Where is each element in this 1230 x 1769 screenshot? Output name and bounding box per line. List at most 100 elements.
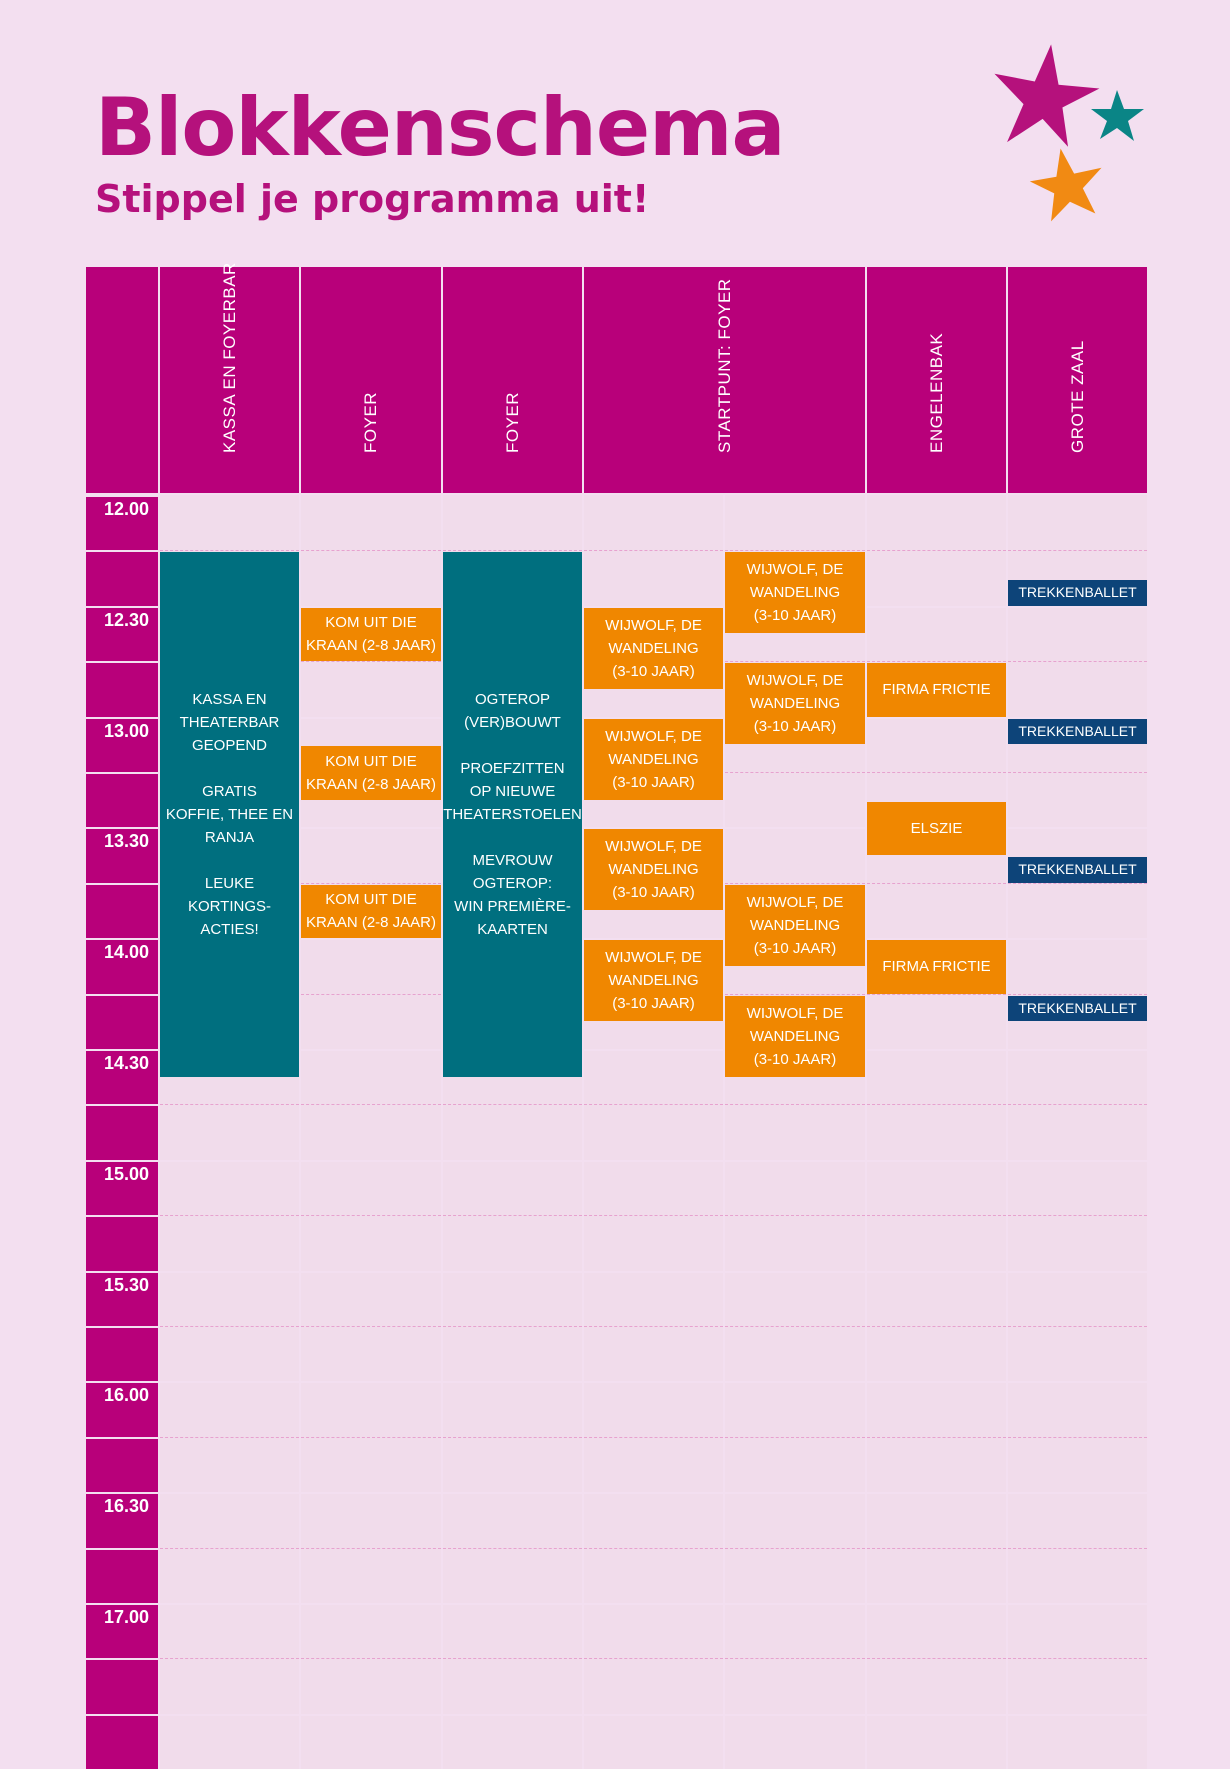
column-header-grotezaal: GROTE ZAAL bbox=[1008, 267, 1147, 493]
time-cell: 15.30 bbox=[86, 1272, 158, 1326]
grid-quarter-line bbox=[725, 550, 865, 552]
grid-quarter-line bbox=[301, 993, 441, 995]
time-cell bbox=[86, 1660, 158, 1714]
grid-quarter-line bbox=[867, 1547, 1006, 1549]
column-header-label: KASSA EN FOYERBAR bbox=[219, 262, 239, 453]
grid-quarter-line bbox=[160, 1658, 299, 1660]
star-icon bbox=[994, 44, 1100, 147]
grid-quarter-line bbox=[443, 1547, 582, 1549]
column-header-label: GROTE ZAAL bbox=[1067, 340, 1087, 453]
event-block[interactable]: FIRMA FRICTIE bbox=[867, 663, 1006, 717]
grid-quarter-line bbox=[443, 1436, 582, 1438]
event-block[interactable]: WIJWOLF, DE WANDELING (3-10 JAAR) bbox=[725, 884, 865, 966]
event-block[interactable]: KASSA EN THEATERBAR GEOPEND GRATIS KOFFI… bbox=[160, 552, 299, 1077]
grid-quarter-line bbox=[867, 550, 1006, 552]
grid-quarter-line bbox=[1008, 661, 1147, 663]
grid-quarter-line bbox=[725, 1326, 865, 1327]
grid-cell bbox=[867, 1161, 1006, 1271]
event-block[interactable]: OGTEROP (VER)BOUWT PROEFZITTEN OP NIEUWE… bbox=[443, 552, 582, 1077]
grid-quarter-line bbox=[867, 882, 1006, 884]
grid-quarter-line bbox=[725, 1215, 865, 1217]
grid-cell bbox=[867, 1715, 1006, 1769]
grid-cell bbox=[725, 1605, 865, 1714]
column-header-foyer2: FOYER bbox=[443, 267, 582, 493]
grid-cell bbox=[584, 1605, 723, 1714]
time-cell bbox=[86, 884, 158, 939]
time-label: 17.00 bbox=[104, 1607, 150, 1627]
event-block[interactable]: WIJWOLF, DE WANDELING (3-10 JAAR) bbox=[725, 995, 865, 1077]
grid-quarter-line bbox=[301, 1326, 441, 1327]
event-block[interactable]: WIJWOLF, DE WANDELING (3-10 JAAR) bbox=[584, 607, 723, 689]
time-cell: 16.30 bbox=[86, 1494, 158, 1548]
event-block[interactable]: KOM UIT DIE KRAAN (2-8 JAAR) bbox=[301, 884, 441, 939]
grid-quarter-line bbox=[1008, 1547, 1147, 1549]
grid-quarter-line bbox=[443, 1104, 582, 1106]
grid-quarter-line bbox=[584, 1547, 723, 1549]
time-cell bbox=[86, 774, 158, 828]
column-header-label: FOYER bbox=[502, 391, 522, 453]
grid-cell bbox=[1008, 607, 1147, 717]
grid-quarter-line bbox=[584, 1215, 723, 1217]
event-block[interactable]: WIJWOLF, DE WANDELING (3-10 JAAR) bbox=[584, 940, 723, 1022]
time-label: 14.30 bbox=[104, 1053, 150, 1073]
grid-quarter-line bbox=[1008, 1215, 1147, 1217]
time-cell: 15.00 bbox=[86, 1161, 158, 1216]
event-block[interactable]: WIJWOLF, DE WANDELING (3-10 JAAR) bbox=[725, 552, 865, 634]
time-label: 15.30 bbox=[104, 1274, 150, 1295]
grid-quarter-line bbox=[443, 1215, 582, 1217]
time-cell: 13.30 bbox=[86, 829, 158, 883]
grid-quarter-line bbox=[1008, 1436, 1147, 1438]
grid-quarter-line bbox=[160, 1104, 299, 1106]
event-block[interactable]: TREKKENBALLET bbox=[1008, 580, 1147, 606]
grid-cell bbox=[160, 1605, 299, 1714]
event-block[interactable]: TREKKENBALLET bbox=[1008, 857, 1147, 883]
event-block[interactable]: WIJWOLF, DE WANDELING (3-10 JAAR) bbox=[725, 663, 865, 745]
grid-quarter-line bbox=[443, 1326, 582, 1327]
time-cell bbox=[86, 1328, 158, 1382]
grid-cell bbox=[725, 1715, 865, 1769]
event-block[interactable]: WIJWOLF, DE WANDELING (3-10 JAAR) bbox=[584, 829, 723, 911]
time-label: 14.00 bbox=[104, 942, 150, 963]
grid-quarter-line bbox=[867, 1104, 1006, 1106]
grid-quarter-line bbox=[1008, 1104, 1147, 1106]
grid-quarter-line bbox=[301, 1658, 441, 1660]
column-header-label: ENGELENBAK bbox=[926, 332, 946, 453]
page-subtitle: Stippel je programma uit! bbox=[95, 177, 650, 221]
grid-quarter-line bbox=[725, 772, 865, 773]
grid-quarter-line bbox=[867, 661, 1006, 663]
grid-cell bbox=[725, 1161, 865, 1271]
star-icon bbox=[1091, 90, 1144, 141]
page-title: Blokkenschema bbox=[95, 81, 785, 174]
event-block[interactable]: ELSZIE bbox=[867, 801, 1006, 856]
event-block[interactable]: TREKKENBALLET bbox=[1008, 718, 1147, 745]
time-label: 16.00 bbox=[104, 1385, 150, 1406]
time-cell: 14.00 bbox=[86, 940, 158, 994]
column-header-label: STARTPUNT: FOYER bbox=[714, 278, 734, 453]
time-cell bbox=[86, 663, 158, 717]
grid-quarter-line bbox=[584, 1658, 723, 1660]
time-cell bbox=[86, 552, 158, 606]
event-block[interactable]: KOM UIT DIE KRAAN (2-8 JAAR) bbox=[301, 607, 441, 662]
event-block[interactable]: WIJWOLF, DE WANDELING (3-10 JAAR) bbox=[584, 718, 723, 800]
grid-quarter-line bbox=[301, 1547, 441, 1549]
grid-cell bbox=[160, 1715, 299, 1769]
event-block[interactable]: FIRMA FRICTIE bbox=[867, 940, 1006, 994]
event-block[interactable]: KOM UIT DIE KRAAN (2-8 JAAR) bbox=[301, 746, 441, 800]
grid-cell bbox=[301, 1051, 441, 1160]
grid-cell bbox=[443, 1161, 582, 1271]
grid-quarter-line bbox=[584, 1104, 723, 1106]
grid-quarter-line bbox=[867, 993, 1006, 995]
grid-quarter-line bbox=[301, 550, 441, 552]
time-cell bbox=[86, 1217, 158, 1271]
time-cell: 17.00 bbox=[86, 1605, 158, 1659]
column-header-startpunt: STARTPUNT: FOYER bbox=[584, 267, 865, 493]
column-header-kassa: KASSA EN FOYERBAR bbox=[160, 262, 299, 493]
time-cell: 16.00 bbox=[86, 1383, 158, 1437]
grid-cell bbox=[301, 1161, 441, 1271]
stars-decoration bbox=[994, 44, 1144, 222]
time-cell: 13.00 bbox=[86, 718, 158, 772]
grid-quarter-line bbox=[160, 1436, 299, 1438]
grid-quarter-line bbox=[867, 772, 1006, 773]
grid-quarter-line bbox=[1008, 993, 1147, 995]
event-block[interactable]: TREKKENBALLET bbox=[1008, 995, 1147, 1022]
